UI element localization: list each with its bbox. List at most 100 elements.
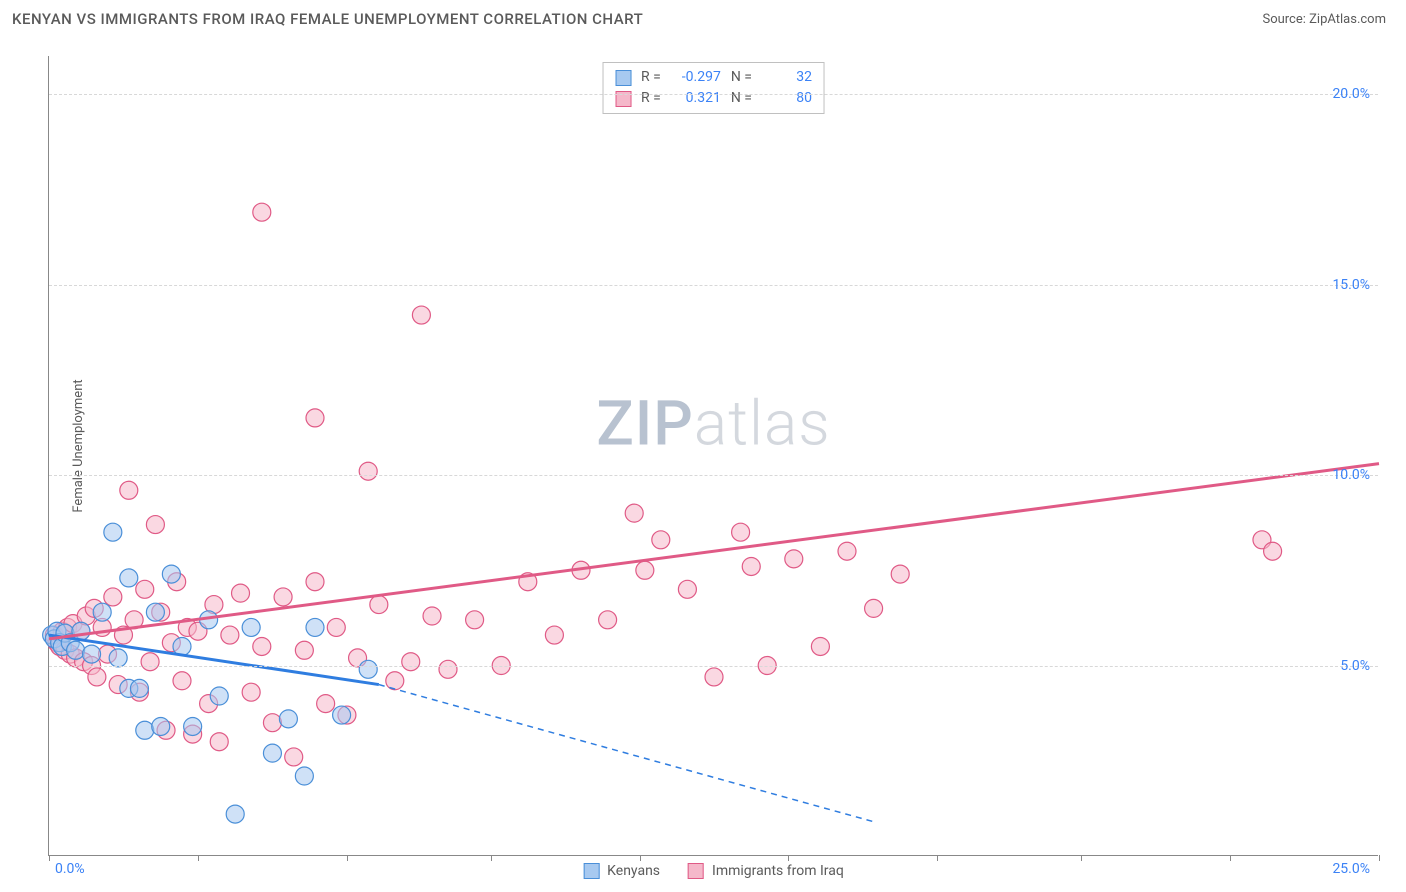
data-point — [93, 603, 111, 621]
data-point — [811, 637, 829, 655]
data-point — [173, 672, 191, 690]
data-point — [285, 748, 303, 766]
data-point — [678, 580, 696, 598]
data-point — [306, 409, 324, 427]
data-point — [317, 695, 335, 713]
data-point — [333, 706, 351, 724]
data-point — [263, 714, 281, 732]
data-point — [327, 618, 345, 636]
data-point — [545, 626, 563, 644]
data-point — [295, 767, 313, 785]
x-axis-end-label: 25.0% — [1332, 861, 1370, 877]
data-point — [120, 569, 138, 587]
trend-line — [49, 464, 1379, 639]
data-point — [210, 687, 228, 705]
data-point — [891, 565, 909, 583]
data-point — [274, 588, 292, 606]
x-tick — [1230, 855, 1231, 861]
x-tick — [1379, 855, 1380, 861]
data-point — [136, 721, 154, 739]
legend-swatch-kenyans — [583, 863, 599, 879]
legend-item-iraqis: Immigrants from Iraq — [688, 863, 844, 879]
x-axis-origin-label: 0.0% — [55, 861, 85, 877]
x-tick — [1081, 855, 1082, 861]
data-point — [136, 580, 154, 598]
x-tick — [788, 855, 789, 861]
y-tick-label: 5.0% — [1340, 658, 1370, 674]
x-tick — [347, 855, 348, 861]
data-point — [104, 588, 122, 606]
data-point — [232, 584, 250, 602]
data-point — [221, 626, 239, 644]
data-point — [625, 504, 643, 522]
data-point — [67, 641, 85, 659]
data-point — [279, 710, 297, 728]
data-point — [359, 462, 377, 480]
swatch-kenyans — [615, 70, 631, 86]
gridline-h — [49, 475, 1378, 476]
r-value-iraqis: 0.321 — [671, 88, 721, 109]
data-point — [652, 531, 670, 549]
data-point — [226, 805, 244, 823]
legend-label-kenyans: Kenyans — [607, 863, 660, 879]
data-point — [402, 653, 420, 671]
swatch-iraqis — [615, 91, 631, 107]
data-point — [120, 481, 138, 499]
data-point — [146, 516, 164, 534]
stats-row-kenyans: R = -0.297 N = 32 — [615, 67, 812, 88]
data-point — [359, 660, 377, 678]
source-attribution: Source: ZipAtlas.com — [1262, 12, 1386, 27]
gridline-h — [49, 94, 1378, 95]
data-point — [599, 611, 617, 629]
data-point — [466, 611, 484, 629]
data-point — [705, 668, 723, 686]
chart-title: KENYAN VS IMMIGRANTS FROM IRAQ FEMALE UN… — [12, 10, 643, 28]
scatter-plot-svg — [49, 56, 1378, 855]
data-point — [732, 523, 750, 541]
x-tick — [937, 855, 938, 861]
data-point — [253, 637, 271, 655]
data-point — [242, 683, 260, 701]
data-point — [865, 599, 883, 617]
data-point — [742, 557, 760, 575]
data-point — [162, 565, 180, 583]
data-point — [785, 550, 803, 568]
x-tick — [491, 855, 492, 861]
data-point — [88, 668, 106, 686]
data-point — [83, 645, 101, 663]
stats-row-iraqis: R = 0.321 N = 80 — [615, 88, 812, 109]
r-value-kenyans: -0.297 — [671, 67, 721, 88]
data-point — [412, 306, 430, 324]
data-point — [210, 733, 228, 751]
data-point — [104, 523, 122, 541]
n-value-kenyans: 32 — [762, 67, 812, 88]
n-value-iraqis: 80 — [762, 88, 812, 109]
data-point — [109, 649, 127, 667]
chart-plot-area: ZIPatlas R = -0.297 N = 32 R = 0.321 N =… — [48, 56, 1378, 856]
data-point — [295, 641, 313, 659]
x-tick — [198, 855, 199, 861]
legend-label-iraqis: Immigrants from Iraq — [712, 863, 844, 879]
data-point — [130, 679, 148, 697]
trend-line — [379, 685, 874, 822]
data-point — [141, 653, 159, 671]
data-point — [370, 596, 388, 614]
data-point — [423, 607, 441, 625]
data-point — [838, 542, 856, 560]
data-point — [636, 561, 654, 579]
y-tick-label: 10.0% — [1332, 467, 1370, 483]
data-point — [242, 618, 260, 636]
gridline-h — [49, 666, 1378, 667]
data-point — [306, 618, 324, 636]
data-point — [253, 203, 271, 221]
data-point — [146, 603, 164, 621]
data-point — [386, 672, 404, 690]
gridline-h — [49, 285, 1378, 286]
legend-swatch-iraqis — [688, 863, 704, 879]
data-point — [306, 573, 324, 591]
y-tick-label: 20.0% — [1332, 86, 1370, 102]
data-point — [152, 717, 170, 735]
x-tick — [49, 855, 50, 861]
x-tick — [640, 855, 641, 861]
data-point — [439, 660, 457, 678]
